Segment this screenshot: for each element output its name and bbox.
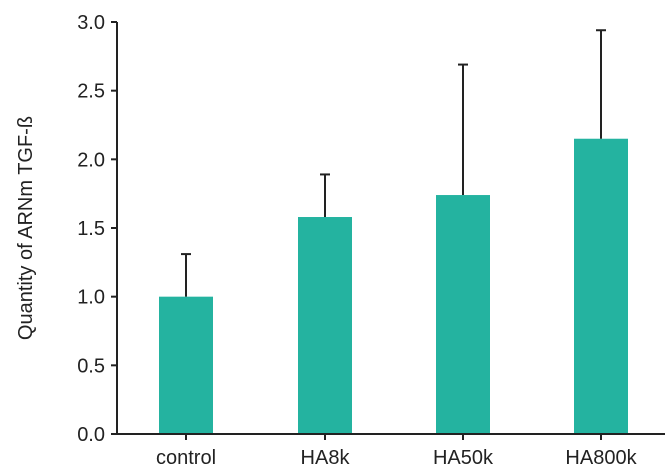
y-tick-label: 3.0: [77, 12, 105, 34]
bars-layer: [159, 138, 628, 434]
x-tick-label-control: control: [156, 447, 216, 467]
bar-ha8k: [298, 217, 352, 434]
x-tick-label-ha50k: HA50k: [433, 447, 494, 467]
y-axis-label: Quantity of ARNm TGF-ß: [15, 116, 37, 340]
bar-control: [159, 296, 213, 434]
x-tick-label-ha8k: HA8k: [301, 447, 351, 467]
x-tick-label-ha800k: HA800k: [565, 447, 637, 467]
x-ticks-layer: control HA8k HA50k HA800k: [156, 434, 638, 467]
y-tick-label: 1.5: [77, 218, 105, 240]
y-tick-label: 2.0: [77, 149, 105, 171]
y-tick-label: 0.0: [77, 424, 105, 446]
y-tick-label: 2.5: [77, 81, 105, 103]
bar-ha800k: [574, 138, 628, 434]
y-tick-label: 1.0: [77, 287, 105, 309]
y-ticks-layer: 0.0 0.5 1.0 1.5 2.0 2.5 3.0: [77, 12, 117, 446]
error-bars-layer: [181, 29, 606, 297]
y-tick-label: 0.5: [77, 355, 105, 377]
bar-ha50k: [436, 195, 490, 434]
